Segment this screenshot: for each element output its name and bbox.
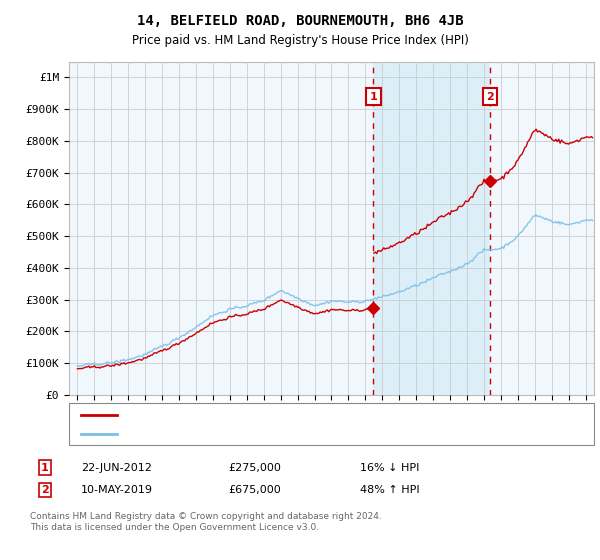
Text: 22-JUN-2012: 22-JUN-2012 <box>81 463 152 473</box>
Text: 48% ↑ HPI: 48% ↑ HPI <box>360 485 419 495</box>
Text: £675,000: £675,000 <box>228 485 281 495</box>
Text: 14, BELFIELD ROAD, BOURNEMOUTH, BH6 4JB: 14, BELFIELD ROAD, BOURNEMOUTH, BH6 4JB <box>137 14 463 28</box>
Text: 1: 1 <box>41 463 49 473</box>
Text: HPI: Average price, detached house, Bournemouth Christchurch and Poole: HPI: Average price, detached house, Bour… <box>123 429 511 439</box>
Text: £275,000: £275,000 <box>228 463 281 473</box>
Text: 14, BELFIELD ROAD, BOURNEMOUTH, BH6 4JB (detached house): 14, BELFIELD ROAD, BOURNEMOUTH, BH6 4JB … <box>123 409 457 419</box>
Text: Price paid vs. HM Land Registry's House Price Index (HPI): Price paid vs. HM Land Registry's House … <box>131 34 469 46</box>
Text: 2: 2 <box>41 485 49 495</box>
Text: 10-MAY-2019: 10-MAY-2019 <box>81 485 153 495</box>
Text: Contains HM Land Registry data © Crown copyright and database right 2024.
This d: Contains HM Land Registry data © Crown c… <box>30 512 382 532</box>
Text: 2: 2 <box>486 91 494 101</box>
Bar <box>373 62 490 395</box>
Text: 1: 1 <box>370 91 377 101</box>
Text: 16% ↓ HPI: 16% ↓ HPI <box>360 463 419 473</box>
